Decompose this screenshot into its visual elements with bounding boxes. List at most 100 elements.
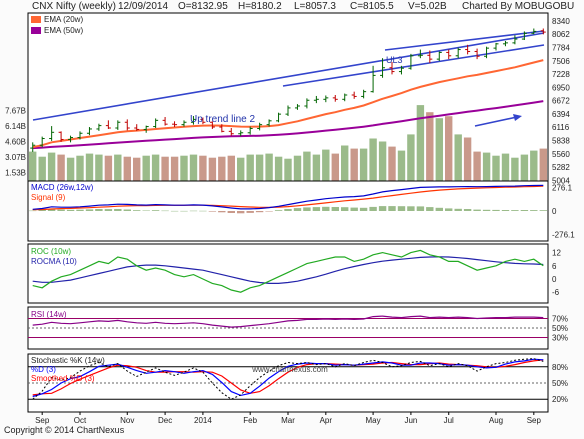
price-tick-label: 7506 <box>552 57 570 66</box>
volume-bar <box>501 153 510 188</box>
volume-bar <box>322 149 330 188</box>
stoch-tick-label: 80% <box>552 363 568 372</box>
ema20-legend-swatch <box>31 16 41 23</box>
volume-bar <box>85 153 94 188</box>
macd-histogram-bar <box>454 208 462 211</box>
volume-bar <box>359 148 368 188</box>
volume-tick-label: 7.67B <box>5 106 26 115</box>
macd-histogram-bar <box>265 211 273 212</box>
macd-tick-label: -276.1 <box>552 230 575 239</box>
macd-histogram-bar <box>151 210 160 211</box>
watermark-text: www.chartnexus.com <box>251 365 328 374</box>
volume-bar <box>274 156 283 188</box>
macd-histogram-bar <box>85 209 94 211</box>
macd-tick-label: 0 <box>552 207 557 216</box>
volume-bar <box>426 112 434 188</box>
roc-tick-label: 12 <box>552 249 561 258</box>
volume-bar <box>161 156 169 188</box>
volume-bar <box>539 148 547 188</box>
quote-low: L=8057.3 <box>294 1 336 12</box>
rsi-tick-label: 50% <box>552 324 568 333</box>
macd-tick-label: 276.1 <box>552 184 573 193</box>
trendline-lower <box>282 44 545 87</box>
quote-open: O=8132.95 <box>178 1 228 12</box>
volume-tick-label: 1.53B <box>5 169 26 178</box>
volume-bar <box>76 155 84 188</box>
arrow-shaft <box>474 116 518 127</box>
macd-histogram-bar <box>501 210 510 211</box>
volume-bar <box>416 105 425 188</box>
quote-close: C=8105.5 <box>350 1 394 12</box>
macd-histogram-bar <box>530 210 538 211</box>
volume-bar <box>255 154 264 188</box>
volume-bar <box>246 154 254 188</box>
x-tick-label: Jun <box>404 416 417 425</box>
macd-histogram-bar <box>482 209 491 211</box>
macd-histogram-bar <box>274 210 283 211</box>
macd-histogram-bar <box>350 207 358 211</box>
macd-histogram-bar <box>218 211 226 213</box>
macd-histogram-bar <box>416 206 425 211</box>
macd-histogram-bar <box>47 208 56 211</box>
macd-histogram-bar <box>180 210 188 212</box>
volume-bar <box>208 157 217 188</box>
volume-bar <box>123 156 131 188</box>
volume-bar <box>530 150 538 188</box>
macd-histogram-bar <box>312 207 321 211</box>
ema50-line <box>32 100 544 150</box>
x-tick-label: Feb <box>243 416 257 425</box>
trendline-ul3 <box>384 30 545 51</box>
macd-histogram-bar <box>331 207 339 211</box>
volume-bar <box>104 155 113 188</box>
macd-histogram-bar <box>520 210 529 211</box>
stoch-sd-legend: Smoothed %D (3) <box>31 374 95 383</box>
volume-bar <box>265 153 273 188</box>
volume-bar <box>520 154 529 188</box>
volume-bar <box>180 155 188 188</box>
price-tick-label: 5560 <box>552 150 570 159</box>
quote-date: 12/09/2014 <box>118 1 169 12</box>
roc-line <box>32 249 544 293</box>
volume-bar <box>284 158 292 188</box>
roc-tick-label: 6 <box>552 262 557 271</box>
macd-histogram-bar <box>123 209 131 211</box>
macd-histogram-bar <box>255 211 264 213</box>
macd-histogram-bar <box>539 210 547 211</box>
roc-panel <box>27 243 549 304</box>
volume-bar <box>237 157 245 188</box>
macd-histogram-bar <box>511 210 519 211</box>
price-tick-label: 8340 <box>552 17 570 26</box>
x-tick-label: Sep <box>35 416 50 425</box>
rocma-legend: ROCMA (10) <box>31 257 77 266</box>
price-tick-label: 5004 <box>552 176 570 185</box>
volume-bar <box>199 155 207 188</box>
price-tick-label: 6950 <box>552 83 570 92</box>
price-tick-label: 8062 <box>552 30 570 39</box>
volume-bar <box>341 145 349 188</box>
volume-bar <box>388 146 396 188</box>
x-tick-label: Oct <box>74 416 87 425</box>
volume-bar <box>170 156 179 188</box>
price-tick-label: 6394 <box>552 110 570 119</box>
x-tick-label: Mar <box>281 416 295 425</box>
price-tick-label: 7784 <box>552 43 570 52</box>
stoch-k-legend: Stochastic %K (14w) <box>31 356 105 365</box>
macd-histogram-bar <box>426 207 434 211</box>
volume-tick-label: 6.14B <box>5 122 26 131</box>
volume-bar <box>482 152 491 188</box>
rsi-legend: RSI (14w) <box>31 310 67 319</box>
volume-tick-label: 3.07B <box>5 153 26 162</box>
macd-histogram-bar <box>199 210 207 212</box>
signal-line <box>32 185 544 211</box>
macd-histogram-bar <box>133 210 141 211</box>
ema50-legend-swatch <box>31 27 41 34</box>
macd-histogram-bar <box>95 209 103 211</box>
macd-histogram-bar <box>246 211 254 213</box>
macd-histogram-bar <box>189 210 198 212</box>
macd-histogram-bar <box>29 210 37 212</box>
quote-high: H=8180.2 <box>238 1 282 12</box>
rsi-line <box>32 315 544 328</box>
volume-bar <box>142 155 150 188</box>
macd-histogram-bar <box>397 206 406 211</box>
x-tick-label: Sep <box>527 416 542 425</box>
